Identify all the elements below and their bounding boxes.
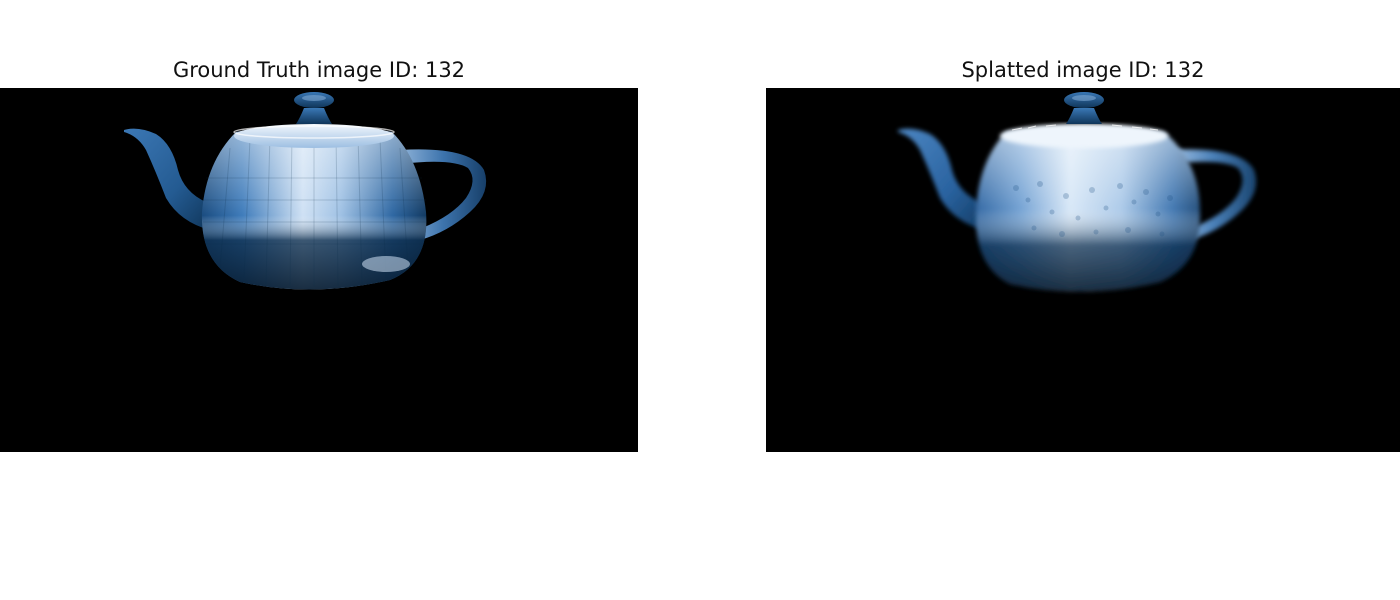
splatted-image: [766, 88, 1400, 452]
ground-truth-image: [0, 88, 638, 452]
teapot-lid: [234, 124, 394, 148]
panel-title-ground-truth: Ground Truth image ID: 132: [172, 58, 466, 82]
teapot-render-splatted: [898, 92, 1257, 292]
teapot-knob: [296, 108, 332, 124]
teapot-knob: [1066, 108, 1102, 124]
teapot-render-ground-truth: [124, 92, 487, 290]
teapot-spout: [124, 128, 210, 230]
panel-title-splatted: Splatted image ID: 132: [961, 58, 1205, 82]
teapot-spout: [898, 128, 984, 230]
teapot-lid: [1000, 124, 1168, 148]
